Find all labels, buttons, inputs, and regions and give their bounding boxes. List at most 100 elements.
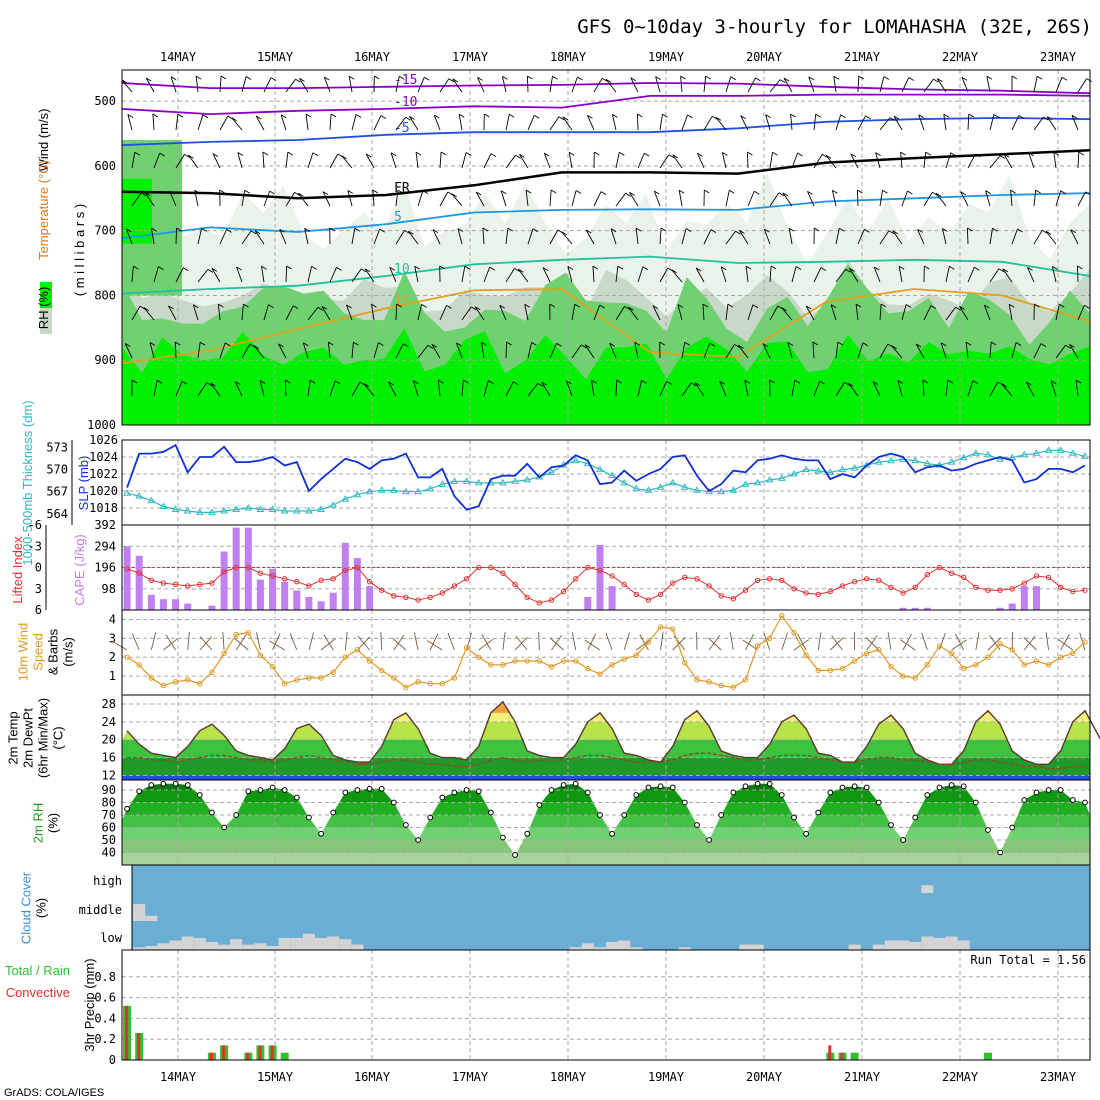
wind-barb-shaft xyxy=(219,115,229,131)
wind-barb-shaft xyxy=(212,153,221,169)
li-marker xyxy=(245,564,252,571)
rh-marker xyxy=(754,780,761,787)
wind-barb-shaft xyxy=(543,152,551,169)
run-total-label: Run Total = 1.56 xyxy=(970,953,1086,967)
precip-tick-label: 0 xyxy=(109,1053,116,1067)
wind-barb-shaft xyxy=(719,381,727,397)
li-marker xyxy=(1021,580,1028,586)
wind-barb-shaft xyxy=(593,304,601,321)
wind-barb xyxy=(987,637,1002,651)
wind-barb-shaft xyxy=(211,268,221,283)
wind-barb-flag xyxy=(1018,115,1025,119)
li-marker xyxy=(876,577,882,583)
wind-speed-marker xyxy=(985,654,991,660)
wind-barb-flag xyxy=(1025,381,1032,386)
wind-barb-flag xyxy=(933,78,939,83)
cape-bar xyxy=(353,558,361,610)
thickness-marker xyxy=(171,505,180,512)
date-label-top: 23MAY xyxy=(1040,50,1077,64)
wind-barb-flag xyxy=(697,153,703,157)
wind-barb-flag xyxy=(199,341,206,346)
axis-title-line: & Barbs xyxy=(46,628,61,675)
cape-bar xyxy=(220,551,228,610)
wind-barb-flag xyxy=(1040,343,1047,347)
axis-title-line: RH (%) xyxy=(36,287,51,330)
thickness-marker xyxy=(123,489,131,496)
wind-barb-shaft xyxy=(307,152,314,169)
wind-barb-shaft xyxy=(417,304,423,321)
wind-barb-flag xyxy=(965,341,972,346)
wind-speed-marker xyxy=(269,664,276,670)
wind-barb-flag xyxy=(616,379,622,384)
wind-barb-flag xyxy=(268,304,274,308)
wind-barb-flag xyxy=(477,77,483,81)
thickness-marker xyxy=(1081,452,1089,459)
rh-band-high xyxy=(122,328,1090,425)
thickness-marker xyxy=(729,486,738,493)
wind-barb-shaft xyxy=(351,342,354,359)
wind-barb-shaft xyxy=(126,228,133,245)
wind-barb xyxy=(921,632,928,651)
wind-barb-flag xyxy=(220,75,227,80)
wind-barb-flag xyxy=(149,342,156,346)
wind-barb-flag xyxy=(1084,304,1090,309)
thickness-marker xyxy=(499,478,507,486)
wind-barb-flag xyxy=(279,228,285,233)
wind-barb-shaft xyxy=(280,114,287,131)
wind-barb-shaft xyxy=(371,304,375,321)
wind-barb-flag xyxy=(730,76,736,81)
cape-bar xyxy=(269,568,277,610)
cape-bar xyxy=(208,605,216,610)
wind-barb-shaft xyxy=(790,114,793,131)
wind-speed-marker xyxy=(500,662,506,668)
wind-barb-shaft xyxy=(694,382,705,397)
li-marker xyxy=(645,597,652,603)
thickness-marker xyxy=(620,478,629,486)
wind-barb-flag xyxy=(915,343,922,348)
wind-barb xyxy=(571,632,577,651)
wind-speed-marker xyxy=(888,664,894,670)
wind-barb-shaft xyxy=(388,381,397,397)
wind-barb-flag xyxy=(363,383,370,387)
wind-barb-shaft xyxy=(1077,305,1085,321)
isotherm-label: -10 xyxy=(394,95,417,110)
li-marker xyxy=(682,574,688,581)
rh-marker xyxy=(997,849,1003,856)
wind-barb-flag xyxy=(781,307,787,312)
cloud-bar-low xyxy=(266,946,279,950)
thickness-marker xyxy=(523,475,532,483)
wind-barb-shaft xyxy=(263,190,271,207)
wind-barb-shaft xyxy=(702,303,705,321)
li-tick-label: -6 xyxy=(28,518,42,532)
wind-barb-flag xyxy=(421,304,427,308)
wind-barb-shaft xyxy=(671,269,683,283)
rh-marker xyxy=(706,837,712,843)
wind-barb-shaft xyxy=(812,341,815,359)
date-label-top: 21MAY xyxy=(844,50,881,64)
wind-speed-marker xyxy=(827,667,833,674)
thickness-marker xyxy=(693,486,701,493)
wind-barb xyxy=(478,638,494,651)
wind-barb-flag xyxy=(580,344,587,349)
wind-barb-shaft xyxy=(437,380,441,397)
date-label-bottom: 18MAY xyxy=(550,1070,587,1084)
wind-speed-marker xyxy=(912,675,918,681)
wind-barb-shaft xyxy=(1033,76,1038,93)
wind-barb-shaft xyxy=(1075,380,1079,397)
wind-barb-shaft xyxy=(855,304,859,321)
wind-barb-flag xyxy=(685,228,692,232)
wind-barb-flag xyxy=(848,382,854,387)
wind-barb-shaft xyxy=(1053,152,1057,169)
wind-barb-flag xyxy=(998,268,1005,273)
li-marker xyxy=(294,579,300,585)
wind-barb-shaft xyxy=(432,229,441,245)
wind-barb-shaft xyxy=(219,75,222,93)
wind-barb-flag xyxy=(524,303,530,308)
wind-barb-flag xyxy=(922,379,929,384)
isotherm-line xyxy=(121,149,1091,200)
wind-speed-marker xyxy=(560,658,567,664)
wind-barb-flag xyxy=(634,341,640,346)
temp2m-axis-title: 2m Temp 2m DewPt (6hr Min/Max) (°C) xyxy=(6,698,66,778)
rh-marker xyxy=(257,787,264,793)
